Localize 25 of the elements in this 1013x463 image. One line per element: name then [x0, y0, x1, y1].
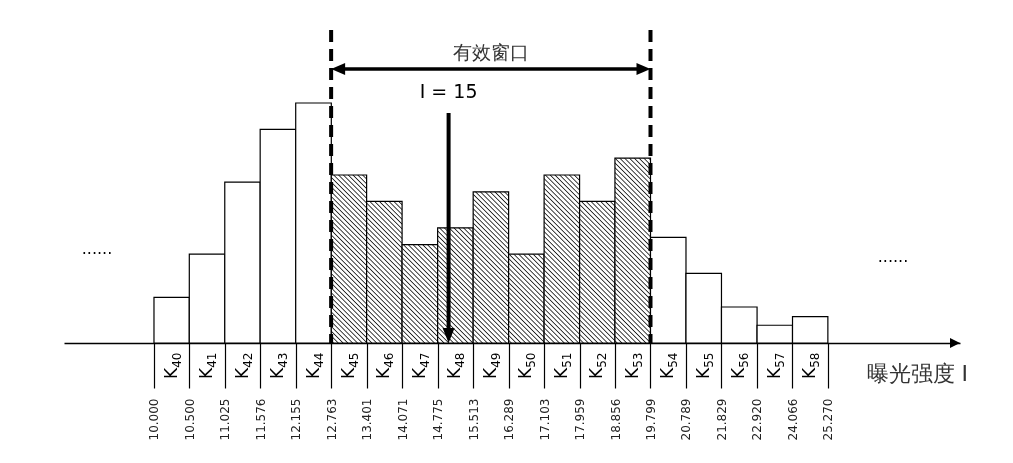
x-tick-label: 13.401	[360, 398, 375, 441]
x-tick-label: 10.500	[182, 398, 197, 441]
x-tick-label: 25.270	[821, 398, 836, 441]
x-tick-label: 14.775	[431, 398, 446, 441]
x-tick-label: 24.066	[785, 398, 800, 441]
ref-line-label: I = 15	[419, 80, 478, 102]
x-tick-label: 15.513	[466, 398, 481, 441]
x-tick-label: 16.289	[502, 398, 517, 441]
annotation: ......	[81, 239, 113, 258]
x-tick-label: 17.103	[537, 398, 552, 441]
x-tick-label: 10.000	[147, 398, 162, 441]
x-tick-label: 22.920	[750, 398, 765, 441]
x-tick-label: 11.576	[253, 398, 268, 441]
x-tick-label: 12.155	[289, 398, 304, 441]
x-tick-label: 14.071	[395, 398, 410, 441]
x-tick-label: 18.856	[608, 398, 623, 441]
x-tick-label: 21.829	[714, 398, 729, 441]
x-tick-label: 12.763	[324, 398, 339, 441]
x-tick-label: 11.025	[218, 398, 233, 441]
annotation: ......	[877, 247, 909, 266]
x-tick-label: 17.959	[573, 398, 588, 441]
x-tick-label: 19.799	[644, 398, 658, 441]
x-tick-label: 20.789	[679, 398, 694, 441]
text: 有效窗口	[452, 41, 529, 63]
x-axis-title: 曝光强度 I	[866, 360, 968, 386]
